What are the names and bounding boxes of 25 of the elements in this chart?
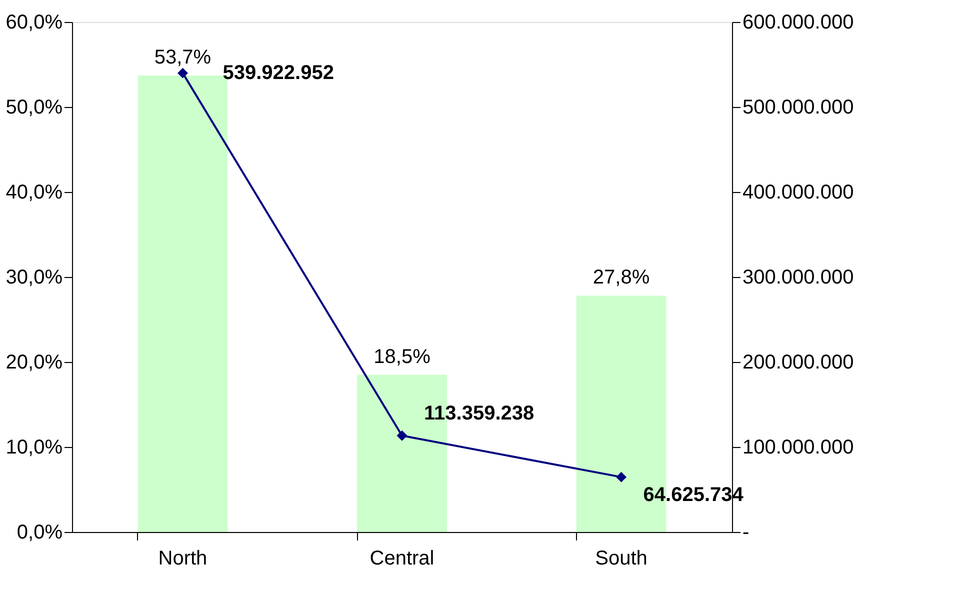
y2-tick-label: 100.000.000 <box>742 436 854 458</box>
y2-tick-label: - <box>742 522 750 544</box>
data-label: 53,7% <box>154 46 212 69</box>
y-tick-label: 60,0% <box>6 12 63 34</box>
y2-tick-label: 600.000.000 <box>742 12 854 34</box>
y-tick-label: 40,0% <box>6 182 63 204</box>
y-tick-label: 20,0% <box>6 352 63 374</box>
data-label: 539.922.952 <box>222 62 334 84</box>
point <box>177 68 188 78</box>
y2-tick-label: 400.000.000 <box>742 182 854 204</box>
y-tick-label: 50,0% <box>6 96 63 118</box>
data-label: 113.359.238 <box>424 402 534 425</box>
y-tick-label: 10,0% <box>6 436 63 458</box>
y2-tick-label: 200.000.000 <box>742 352 854 374</box>
data-label: 27,8% <box>592 266 650 289</box>
y2-tick-label: 300.000.000 <box>742 266 854 288</box>
y-tick-label: 0,0% <box>16 522 63 544</box>
x-tick-label: North <box>158 548 208 570</box>
x-tick-label: Central <box>370 548 434 570</box>
point <box>396 430 408 441</box>
y2-tick-label: 500.000.000 <box>742 96 854 118</box>
x-tick-label: South <box>595 548 648 570</box>
data-label: 18,5% <box>374 346 431 368</box>
point <box>616 472 627 482</box>
y-tick-label: 30,0% <box>6 266 63 288</box>
